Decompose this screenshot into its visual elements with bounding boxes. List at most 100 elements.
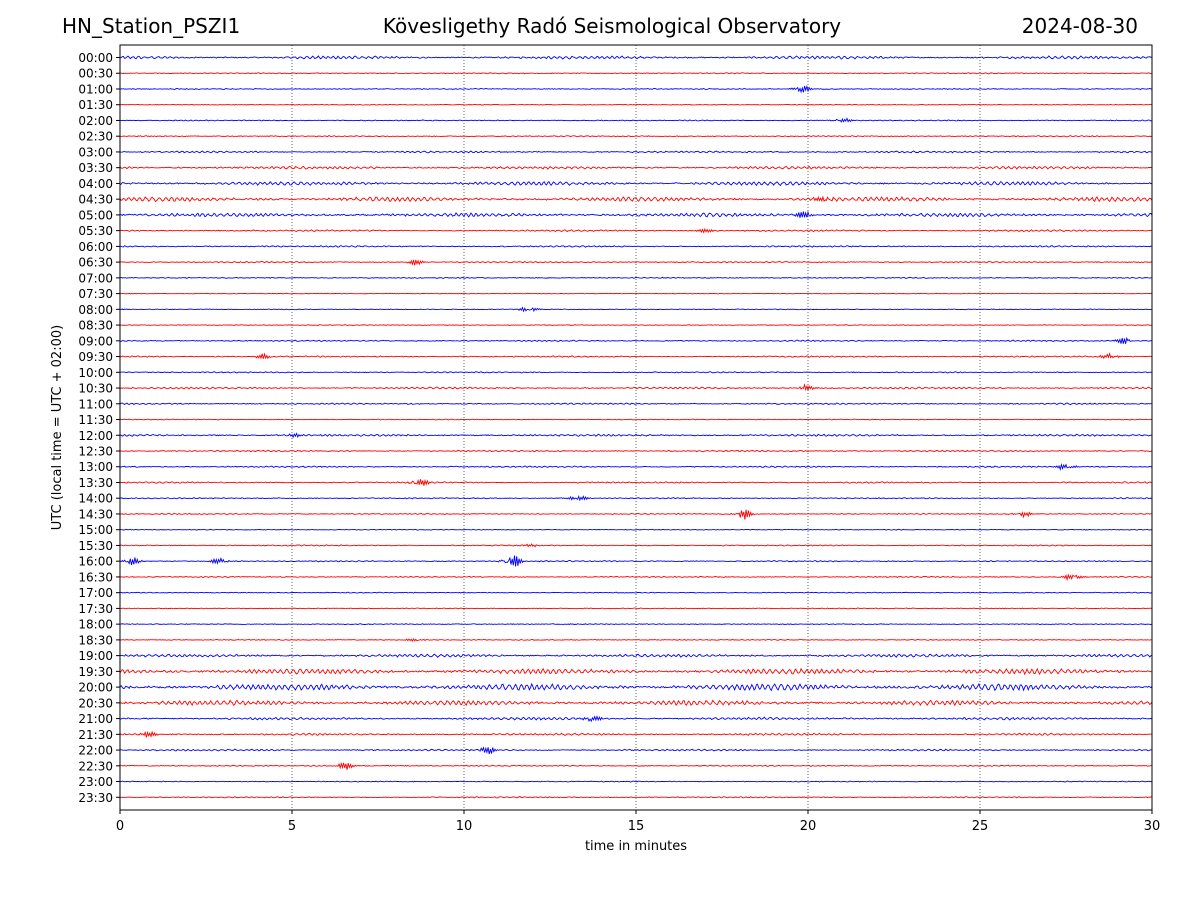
row-label-1430: 14:30 [78,507,113,521]
trace-2030 [119,699,1153,707]
y-axis-label: UTC (local time = UTC + 02:00) [50,325,65,530]
trace-1400 [119,495,1153,502]
seismic-traces [119,55,1153,799]
x-tick-label-30: 30 [1144,819,1161,834]
row-label-1100: 11:00 [78,397,113,411]
row-label-0830: 08:30 [78,319,113,333]
row-label-1700: 17:00 [78,586,113,600]
trace-0130 [119,103,1153,106]
trace-1300 [119,462,1153,471]
row-label-0900: 09:00 [78,334,113,348]
row-label-1730: 17:30 [78,602,113,616]
trace-0200 [119,117,1153,123]
trace-0230 [119,135,1153,138]
trace-1130 [119,418,1153,421]
trace-1000 [119,371,1153,374]
row-label-0630: 06:30 [78,256,113,270]
row-label-2130: 21:30 [78,728,113,742]
trace-0000 [119,55,1153,60]
x-tick-label-20: 20 [800,819,817,834]
trace-2100 [119,715,1153,723]
trace-0330 [119,165,1153,170]
row-label-1230: 12:30 [78,445,113,459]
trace-0400 [119,180,1153,187]
row-label-2300: 23:00 [78,775,113,789]
station-name: HN_Station_PSZI1 [62,14,241,38]
trace-1830 [119,638,1153,643]
trace-1530 [119,543,1153,548]
trace-1800 [119,623,1153,626]
row-label-0600: 06:00 [78,240,113,254]
trace-1630 [119,573,1153,582]
row-label-0730: 07:30 [78,287,113,301]
trace-0030 [119,72,1153,75]
x-ticks: 0 5 10 15 20 25 30 [116,810,1160,834]
trace-0600 [119,245,1153,248]
trace-0830 [119,324,1153,326]
trace-0430 [119,195,1153,203]
trace-0630 [119,259,1153,266]
trace-2330 [119,796,1153,799]
trace-1430 [119,509,1153,520]
trace-0500 [119,210,1153,218]
row-label-0200: 02:00 [78,114,113,128]
row-label-1930: 19:30 [78,665,113,679]
trace-0700 [119,276,1153,279]
grid-lines [291,45,981,810]
trace-1100 [119,402,1153,406]
row-label-1800: 18:00 [78,618,113,632]
trace-2000 [119,682,1153,692]
trace-0530 [119,227,1153,234]
row-label-0230: 02:30 [78,130,113,144]
chart-date: 2024-08-30 [1021,14,1138,38]
trace-0300 [119,150,1153,154]
row-label-2000: 20:00 [78,681,113,695]
row-label-0530: 05:30 [78,224,113,238]
row-label-2100: 21:00 [78,712,113,726]
x-tick-label-5: 5 [288,819,296,834]
row-label-0700: 07:00 [78,271,113,285]
row-label-0130: 01:30 [78,98,113,112]
row-label-1500: 15:00 [78,523,113,537]
row-label-1300: 13:00 [78,460,113,474]
row-label-0800: 08:00 [78,303,113,317]
row-label-2330: 23:30 [78,791,113,805]
row-label-1030: 10:30 [78,382,113,396]
trace-0930 [119,352,1153,360]
trace-2200 [119,746,1153,755]
row-label-1000: 10:00 [78,366,113,380]
row-label-1900: 19:00 [78,649,113,663]
x-tick-label-10: 10 [456,819,473,834]
trace-1930 [119,667,1153,676]
row-label-1400: 14:00 [78,492,113,506]
trace-1330 [119,478,1153,486]
x-axis-label: time in minutes [585,839,687,854]
trace-1500 [119,528,1153,531]
row-label-0430: 04:30 [78,193,113,207]
trace-1030 [119,383,1153,392]
trace-2230 [119,761,1153,770]
trace-1730 [119,607,1153,610]
chart-title: Kövesligethy Radó Seismological Observat… [382,14,842,38]
x-tick-label-25: 25 [972,819,989,834]
trace-0900 [119,336,1152,344]
row-label-1530: 15:30 [78,539,113,553]
row-label-0000: 00:00 [78,51,113,65]
trace-1600 [119,555,1153,567]
row-label-2230: 22:30 [78,759,113,773]
trace-1700 [119,591,1153,594]
row-label-0500: 05:00 [78,208,113,222]
row-label-1600: 16:00 [78,555,113,569]
trace-0800 [119,306,1153,313]
row-label-1630: 16:30 [78,570,113,584]
trace-0100 [119,84,1153,94]
row-label-1330: 13:30 [78,476,113,490]
row-label-2200: 22:00 [78,744,113,758]
trace-2130 [119,730,1153,739]
row-label-0930: 09:30 [78,350,113,364]
x-tick-label-0: 0 [116,819,124,834]
x-tick-label-15: 15 [628,819,645,834]
row-label-1200: 12:00 [78,429,113,443]
row-label-0330: 03:30 [78,161,113,175]
